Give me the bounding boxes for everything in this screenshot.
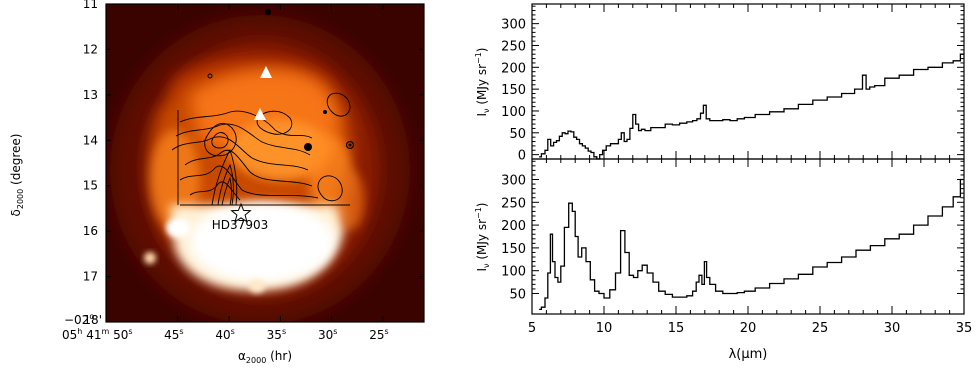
spectrum-x-axis-label: λ(μm) <box>729 347 768 362</box>
map-y-tick-label: 11 <box>83 0 98 11</box>
upper-spectrum-line <box>539 53 964 160</box>
upper-x-ticks <box>531 4 965 159</box>
map-y-tick-label: 13 <box>83 88 98 102</box>
y-tick-label: 300 <box>501 174 526 189</box>
spectrum-upper-panel: 0 50 100 150 200 250 300 Iν (MJy sr−1) <box>474 3 965 164</box>
map-image: HD37903 <box>106 4 424 322</box>
y-tick-label: 200 <box>501 61 526 76</box>
map-contours <box>171 92 351 206</box>
map-y-corner-label: −02o <box>64 312 94 327</box>
map-y-tick-label: 17 <box>83 270 98 284</box>
map-frame <box>105 3 425 323</box>
map-y-tick-label: 16 <box>83 224 98 238</box>
y-tick-label: 50 <box>509 127 526 142</box>
map-x-tick-label: 30s <box>318 327 337 342</box>
x-tick-label: 35 <box>956 321 973 336</box>
upper-y-ticks: 0 50 100 150 200 250 300 <box>501 5 964 164</box>
map-x-tick-label: 25s <box>369 327 388 342</box>
map-x-tick-label: 35s <box>267 327 286 342</box>
y-tick-label: 150 <box>501 242 526 257</box>
x-tick-label: 25 <box>812 321 829 336</box>
spectrum-lower-panel: 50 100 150 200 250 300 5 10 15 20 25 30 35 Iν (MJy … <box>474 158 972 362</box>
star-marker <box>230 202 252 223</box>
x-tick-label: 20 <box>740 321 757 336</box>
x-tick-label: 5 <box>528 321 536 336</box>
lower-y-ticks: 50 100 150 200 250 300 <box>501 160 964 302</box>
y-tick-label: 150 <box>501 83 526 98</box>
map-x-axis-label: α2000 (hr) <box>238 349 292 365</box>
y-tick-label: 0 <box>518 149 526 164</box>
map-y-tick-label: 15 <box>83 179 98 193</box>
y-tick-label: 100 <box>501 105 526 120</box>
upper-frame <box>531 3 965 160</box>
upper-y-axis-label: Iν (MJy sr−1) <box>474 48 491 117</box>
y-tick-label: 250 <box>501 196 526 211</box>
y-tick-label: 250 <box>501 39 526 54</box>
lower-x-ticks: 5 10 15 20 25 30 35 <box>528 159 972 336</box>
lower-spectrum-line <box>539 178 964 311</box>
map-y-tick-label: 12 <box>83 42 98 56</box>
triangle-marker-1 <box>260 66 272 78</box>
y-tick-label: 100 <box>501 265 526 280</box>
map-panel: HD37903 11 12 13 14 15 16 17 18' 45s 40s 35s 30s 25… <box>9 0 425 365</box>
x-tick-label: 15 <box>668 321 685 336</box>
star-label: HD37903 <box>212 218 268 232</box>
y-tick-label: 50 <box>509 287 526 302</box>
map-y-tick-label: 18' <box>83 313 102 327</box>
lower-y-axis-label: Iν (MJy sr−1) <box>474 203 491 272</box>
triangle-marker-2 <box>254 108 266 120</box>
x-tick-label: 30 <box>884 321 901 336</box>
y-tick-label: 300 <box>501 18 526 33</box>
map-y-tick-label: 14 <box>83 133 98 147</box>
map-x-corner-label: 05h 41m 50s <box>62 327 133 342</box>
map-x-tick-label: 40s <box>215 327 234 342</box>
map-x-ticks: 45s 40s 35s 30s 25s <box>164 4 389 342</box>
x-tick-label: 10 <box>596 321 613 336</box>
map-x-tick-label: 45s <box>164 327 183 342</box>
map-y-axis-label: δ2000 (degree) <box>9 134 25 217</box>
y-tick-label: 200 <box>501 219 526 234</box>
map-y-ticks: 11 12 13 14 15 16 17 18' <box>83 0 424 327</box>
